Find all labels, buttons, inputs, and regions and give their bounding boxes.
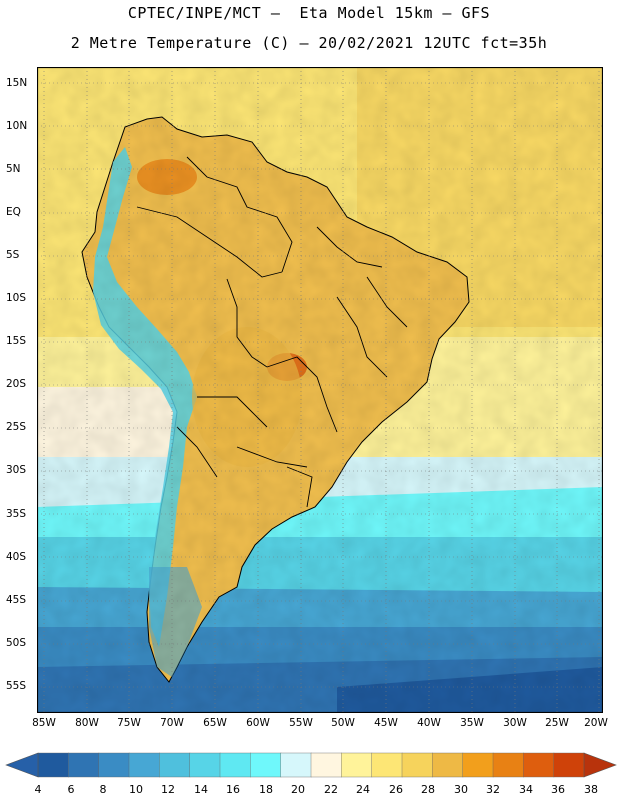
legend-label: 6 xyxy=(67,783,75,796)
legend-label: 14 xyxy=(194,783,208,796)
legend-label: 10 xyxy=(129,783,143,796)
legend-arrow-right xyxy=(583,752,617,778)
legend-arrow-left xyxy=(5,752,39,778)
lon-label: 50W xyxy=(331,717,355,729)
lat-label: 50S xyxy=(6,637,27,649)
lat-label: 25S xyxy=(6,421,27,433)
temperature-map xyxy=(37,67,603,713)
legend-swatch xyxy=(371,752,403,778)
legend-swatch xyxy=(159,752,191,778)
legend-swatch xyxy=(250,752,282,778)
legend-swatch xyxy=(462,752,494,778)
lat-label: 35S xyxy=(6,508,27,520)
legend-swatch xyxy=(128,752,160,778)
lon-label: 35W xyxy=(460,717,484,729)
lat-label: 5N xyxy=(6,163,21,175)
legend-label: 34 xyxy=(519,783,533,796)
country-borders xyxy=(136,156,408,508)
legend-swatches xyxy=(37,752,585,778)
legend-label: 18 xyxy=(259,783,273,796)
legend-label: 38 xyxy=(584,783,598,796)
legend-label: 16 xyxy=(226,783,240,796)
map-frame xyxy=(37,67,603,713)
legend-label: 32 xyxy=(486,783,500,796)
lon-label: 60W xyxy=(246,717,270,729)
lon-label: 80W xyxy=(75,717,99,729)
lat-label: 15N xyxy=(6,77,28,89)
map-title-line1: CPTEC/INPE/MCT – Eta Model 15km – GFS xyxy=(127,4,491,22)
lat-label: 40S xyxy=(6,551,27,563)
lat-label: 5S xyxy=(6,249,20,261)
lon-label: 85W xyxy=(32,717,56,729)
legend-label: 20 xyxy=(291,783,305,796)
legend-swatch xyxy=(98,752,130,778)
legend-label: 22 xyxy=(324,783,338,796)
lat-label: 55S xyxy=(6,680,27,692)
lat-label: 20S xyxy=(6,378,27,390)
lat-label: 45S xyxy=(6,594,27,606)
legend-swatch xyxy=(280,752,312,778)
legend-swatch xyxy=(523,752,555,778)
lat-label: 10S xyxy=(6,292,27,304)
legend-label: 26 xyxy=(389,783,403,796)
map-title-line2: 2 Metre Temperature (C) – 20/02/2021 12U… xyxy=(70,34,548,52)
legend-label: 12 xyxy=(161,783,175,796)
lat-label: 10N xyxy=(6,120,28,132)
lon-label: 45W xyxy=(374,717,398,729)
lat-label: 30S xyxy=(6,464,27,476)
legend-swatch xyxy=(37,752,69,778)
legend-label: 24 xyxy=(356,783,370,796)
legend-swatch xyxy=(310,752,342,778)
lon-label: 75W xyxy=(117,717,141,729)
legend-label: 8 xyxy=(99,783,107,796)
legend-swatch xyxy=(219,752,251,778)
legend-swatch xyxy=(432,752,464,778)
lon-label: 65W xyxy=(203,717,227,729)
legend-swatch xyxy=(68,752,100,778)
legend-swatch xyxy=(341,752,373,778)
color-scale-legend xyxy=(5,752,617,778)
lon-label: 25W xyxy=(545,717,569,729)
lat-label: EQ xyxy=(6,206,21,218)
lon-label: 55W xyxy=(289,717,313,729)
lon-label: 40W xyxy=(417,717,441,729)
legend-swatch xyxy=(401,752,433,778)
lat-label: 15S xyxy=(6,335,27,347)
legend-label: 30 xyxy=(454,783,468,796)
legend-label: 4 xyxy=(34,783,42,796)
legend-swatch xyxy=(492,752,524,778)
legend-swatch xyxy=(189,752,221,778)
lon-label: 70W xyxy=(160,717,184,729)
lon-label: 20W xyxy=(584,717,608,729)
lon-label: 30W xyxy=(503,717,527,729)
legend-label: 28 xyxy=(421,783,435,796)
legend-swatch xyxy=(553,752,585,778)
legend-label: 36 xyxy=(551,783,565,796)
